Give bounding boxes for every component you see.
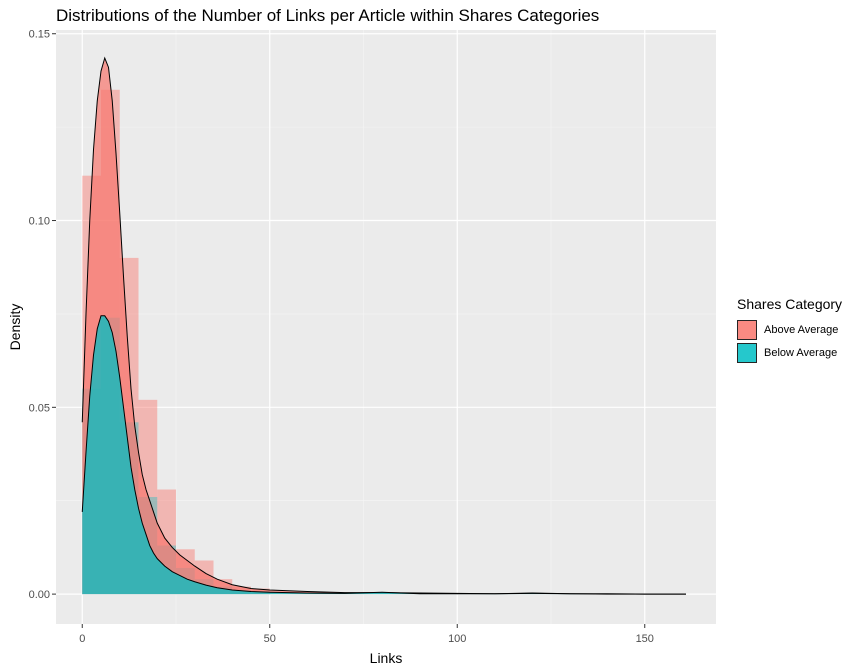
density-line-above-average [81, 56, 686, 595]
y-tick-label: 0.05 [29, 402, 50, 414]
axes: 0 50 100 150 0.00 0.05 0.10 0.15 Links Density [7, 29, 654, 666]
y-tick-label: 0.00 [29, 589, 50, 601]
legend-label-below: Below Average [764, 346, 838, 359]
x-tick-label: 150 [636, 633, 654, 645]
density-area-below-average [82, 315, 686, 595]
x-tick-label: 0 [79, 633, 85, 645]
x-tick-label: 100 [448, 633, 466, 645]
x-tick-label: 50 [264, 633, 276, 645]
legend-title: Shares Category [737, 296, 843, 312]
legend-key-above [737, 319, 757, 340]
y-tick-label: 0.10 [29, 216, 50, 228]
plot-panel [56, 30, 716, 624]
legend-key-below [737, 342, 757, 363]
y-tick-label: 0.15 [29, 29, 50, 41]
density-line-below-average [81, 315, 686, 595]
legend: Shares Category Above Average Below Aver… [737, 296, 842, 364]
legend-item-below: Below Average [737, 341, 842, 364]
y-axis-label: Density [7, 304, 23, 351]
legend-item-above: Above Average [737, 318, 842, 341]
legend-label-above: Above Average [764, 323, 839, 336]
chart-title: Distributions of the Number of Links per… [56, 6, 600, 25]
density-areas [81, 56, 686, 595]
x-axis-label: Links [370, 650, 403, 666]
